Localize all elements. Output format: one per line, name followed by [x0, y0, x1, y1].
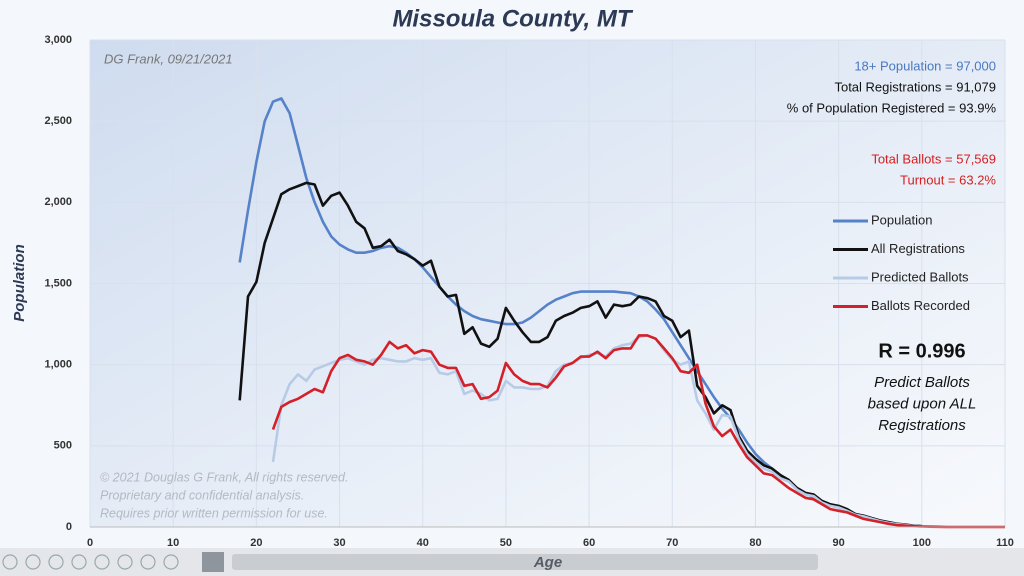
note: Predict Ballots [874, 374, 970, 391]
y-tick-label: 500 [54, 440, 72, 452]
legend-label: All Registrations [871, 241, 965, 256]
x-tick-label: 20 [250, 537, 262, 549]
x-axis-label: Age [533, 554, 562, 571]
y-axis-label: Population [11, 244, 28, 322]
note: based upon ALL [868, 395, 977, 412]
annotation: % of Population Registered = 93.9% [787, 100, 997, 115]
y-tick-label: 1,500 [44, 277, 72, 289]
x-tick-label: 40 [417, 537, 429, 549]
x-tick-label: 30 [333, 537, 345, 549]
annotation: 18+ Population = 97,000 [854, 58, 996, 73]
x-tick-label: 50 [500, 537, 512, 549]
legend-label: Ballots Recorded [871, 298, 970, 313]
note: Registrations [878, 417, 966, 434]
subtitle: DG Frank, 09/21/2021 [104, 51, 233, 66]
y-tick-label: 3,000 [44, 34, 72, 46]
y-tick-label: 1,000 [44, 359, 72, 371]
y-tick-label: 2,000 [44, 196, 72, 208]
x-tick-label: 90 [833, 537, 845, 549]
pause-button[interactable] [202, 552, 224, 572]
x-tick-label: 80 [749, 537, 761, 549]
marks [238, 97, 1005, 529]
series-line [238, 181, 922, 528]
grid [89, 39, 1006, 528]
copyright: Requires prior written permission for us… [100, 506, 328, 520]
x-tick-label: 10 [167, 537, 179, 549]
x-tick-label: 70 [666, 537, 678, 549]
y-tick-label: 0 [66, 521, 72, 533]
series-line [271, 334, 1005, 529]
x-tick-label: 100 [913, 537, 931, 549]
copyright: © 2021 Douglas G Frank, All rights reser… [100, 470, 348, 484]
player-controls [2, 554, 179, 570]
copyright: Proprietary and confidential analysis. [100, 488, 304, 502]
annotation: Total Ballots = 57,569 [871, 151, 996, 166]
legend-label: Predicted Ballots [871, 269, 969, 284]
y-tick-label: 2,500 [44, 115, 72, 127]
legend-label: Population [871, 212, 932, 227]
annotation: Turnout = 63.2% [900, 172, 996, 187]
progress-track[interactable] [232, 554, 818, 570]
x-tick-label: 60 [583, 537, 595, 549]
x-tick-label: 0 [87, 537, 93, 549]
x-tick-label: 110 [996, 537, 1014, 549]
annotation: Total Registrations = 91,079 [834, 79, 996, 94]
chart-title: Missoula County, MT [392, 5, 633, 32]
r-value: R = 0.996 [878, 340, 965, 362]
